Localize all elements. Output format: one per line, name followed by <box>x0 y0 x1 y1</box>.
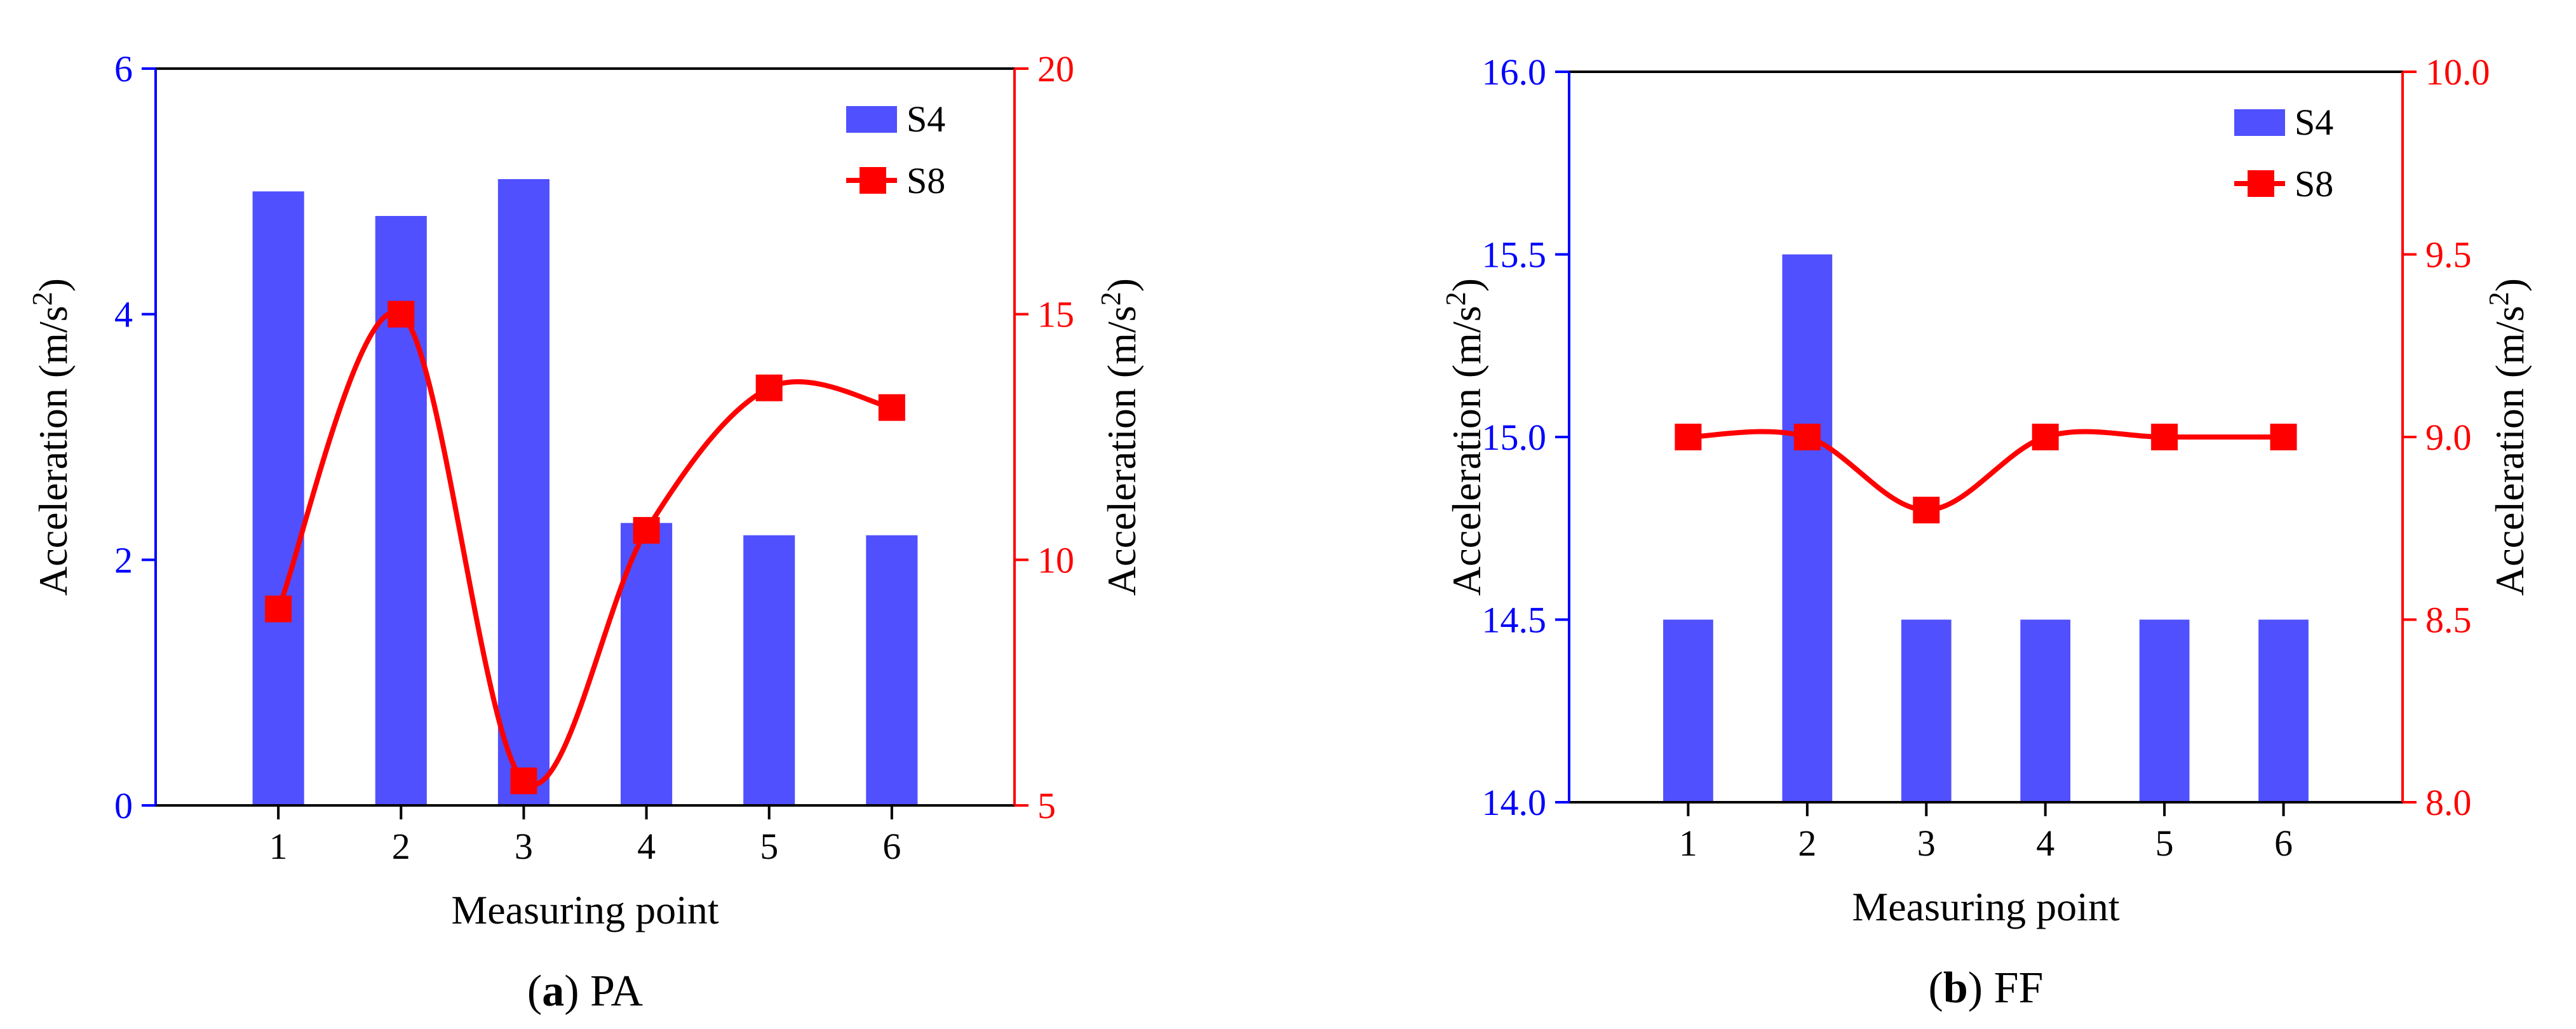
marker-s8-point-3 <box>1913 497 1940 523</box>
right-y-axis-title: Acceleration (m/s2) <box>1095 278 1145 596</box>
left-y-axis-title-close: ) <box>1444 278 1489 292</box>
subfigure-caption: (a) PA <box>527 967 644 1016</box>
right-y-axis-title: Acceleration (m/s2) <box>2483 278 2533 596</box>
caption-open-paren: ( <box>1929 964 1943 1012</box>
caption-text: PA <box>590 967 644 1016</box>
right-y-axis-title-text: Acceleration (m/s <box>2487 306 2532 596</box>
right-y-axis-title-close: ) <box>2487 278 2532 292</box>
marker-s8-point-4 <box>633 516 660 544</box>
x-tick-label: 6 <box>2274 823 2293 864</box>
marker-s8-point-6 <box>2270 424 2297 450</box>
marker-s8-point-2 <box>388 300 415 328</box>
x-axis-title: Measuring point <box>451 887 719 932</box>
bar-s4-point-3 <box>497 179 550 805</box>
caption-open-paren: ( <box>527 967 542 1016</box>
line-s8 <box>276 309 893 788</box>
marker-s8-point-5 <box>2151 424 2178 450</box>
marker-s8-point-5 <box>755 374 783 401</box>
right-y-axis-title-close: ) <box>1099 278 1144 292</box>
x-tick-label: 1 <box>1679 823 1697 864</box>
subfigure-caption: (b) FF <box>1929 964 2044 1012</box>
right-y-tick-label: 5 <box>1037 785 1056 826</box>
legend-s8-label: S8 <box>2295 163 2333 205</box>
caption-letter: a <box>542 967 564 1016</box>
left-y-tick-label: 0 <box>114 785 133 826</box>
marker-s8-point-1 <box>1675 424 1702 450</box>
chart-a-pa: 0 2 4 6 5 10 15 20 1 2 3 4 5 6 Measuring point Accelera… <box>27 48 1145 1016</box>
right-y-tick-label: 20 <box>1037 48 1074 90</box>
caption-close-paren: ) <box>564 967 590 1016</box>
x-tick-label: 4 <box>2036 823 2054 864</box>
right-y-axis-title-exponent: 2 <box>2483 292 2514 306</box>
marker-s8-point-6 <box>878 394 905 421</box>
right-y-axis-title-text: Acceleration (m/s <box>1099 306 1144 596</box>
left-y-tick-label: 16.0 <box>1482 51 1547 93</box>
legend-s4-swatch <box>846 106 897 133</box>
chart-b-ff: 14.0 14.5 15.0 15.5 16.0 8.0 8.5 9.0 9.5 10.0 1 2 3 4… <box>1440 51 2533 1012</box>
caption-letter: b <box>1943 964 1968 1012</box>
right-y-axis-title-exponent: 2 <box>1095 292 1126 306</box>
left-y-tick-label: 2 <box>114 539 133 581</box>
bar-s4-point-5 <box>2139 619 2190 802</box>
right-y-tick-label: 15 <box>1037 294 1074 335</box>
left-y-tick-label: 15.0 <box>1482 417 1547 458</box>
bar-s4-point-4 <box>2020 619 2071 802</box>
right-y-tick-label: 8.5 <box>2425 600 2472 641</box>
marker-s8-point-1 <box>265 595 292 622</box>
left-y-axis-title-exponent: 2 <box>1440 292 1471 306</box>
right-y-tick-label: 8.0 <box>2425 782 2472 823</box>
bar-s4-point-1 <box>1663 619 1713 802</box>
x-tick-label: 2 <box>1798 823 1816 864</box>
legend-s4-label: S4 <box>907 98 945 140</box>
left-y-tick-label: 4 <box>114 294 133 335</box>
right-y-tick-label: 10.0 <box>2425 51 2490 93</box>
bar-series-s4 <box>252 179 918 805</box>
bar-s4-point-2 <box>1782 254 1833 802</box>
x-tick-label: 3 <box>1917 823 1936 864</box>
left-y-axis-title-exponent: 2 <box>27 292 58 306</box>
left-y-axis-title: Acceleration (m/s2) <box>27 278 76 596</box>
left-y-tick-label: 15.5 <box>1482 234 1547 276</box>
x-tick-label: 5 <box>2155 823 2174 864</box>
bar-s4-point-1 <box>252 191 304 805</box>
caption-close-paren: ) <box>1968 964 1994 1012</box>
x-tick-label: 5 <box>760 826 778 867</box>
legend-s8-marker <box>860 167 886 194</box>
bar-s4-point-6 <box>2258 619 2309 802</box>
marker-s8-point-3 <box>510 767 537 795</box>
marker-s8-point-4 <box>2032 424 2059 450</box>
left-y-tick-label: 6 <box>114 48 133 90</box>
caption-text: FF <box>1994 964 2044 1012</box>
x-axis-title: Measuring point <box>1852 884 2120 929</box>
x-tick-label: 1 <box>269 826 288 867</box>
right-y-tick-label: 9.0 <box>2425 417 2472 458</box>
left-y-axis-title-text: Acceleration (m/s <box>30 306 76 596</box>
right-y-tick-label: 10 <box>1037 539 1074 581</box>
line-s8 <box>1688 429 2284 513</box>
bar-s4-point-6 <box>866 535 918 805</box>
bar-s4-point-5 <box>743 535 795 805</box>
left-y-axis-title: Acceleration (m/s2) <box>1440 278 1490 596</box>
bar-s4-point-3 <box>1901 619 1952 802</box>
legend-s8-marker <box>2248 170 2274 197</box>
x-tick-label: 6 <box>882 826 901 867</box>
right-y-tick-label: 9.5 <box>2425 234 2472 276</box>
left-y-axis-title-close: ) <box>30 278 76 292</box>
legend-s4-swatch <box>2234 109 2285 136</box>
legend-s4-label: S4 <box>2295 102 2333 143</box>
left-y-tick-label: 14.5 <box>1482 600 1547 641</box>
left-y-axis-title-text: Acceleration (m/s <box>1444 306 1489 596</box>
bar-series-s4 <box>1663 254 2309 802</box>
marker-s8-point-2 <box>1793 424 1821 450</box>
x-tick-label: 4 <box>637 826 656 867</box>
x-tick-label: 3 <box>515 826 533 867</box>
x-tick-label: 2 <box>392 826 410 867</box>
left-y-tick-label: 14.0 <box>1482 782 1547 823</box>
legend-s8-label: S8 <box>907 160 945 201</box>
